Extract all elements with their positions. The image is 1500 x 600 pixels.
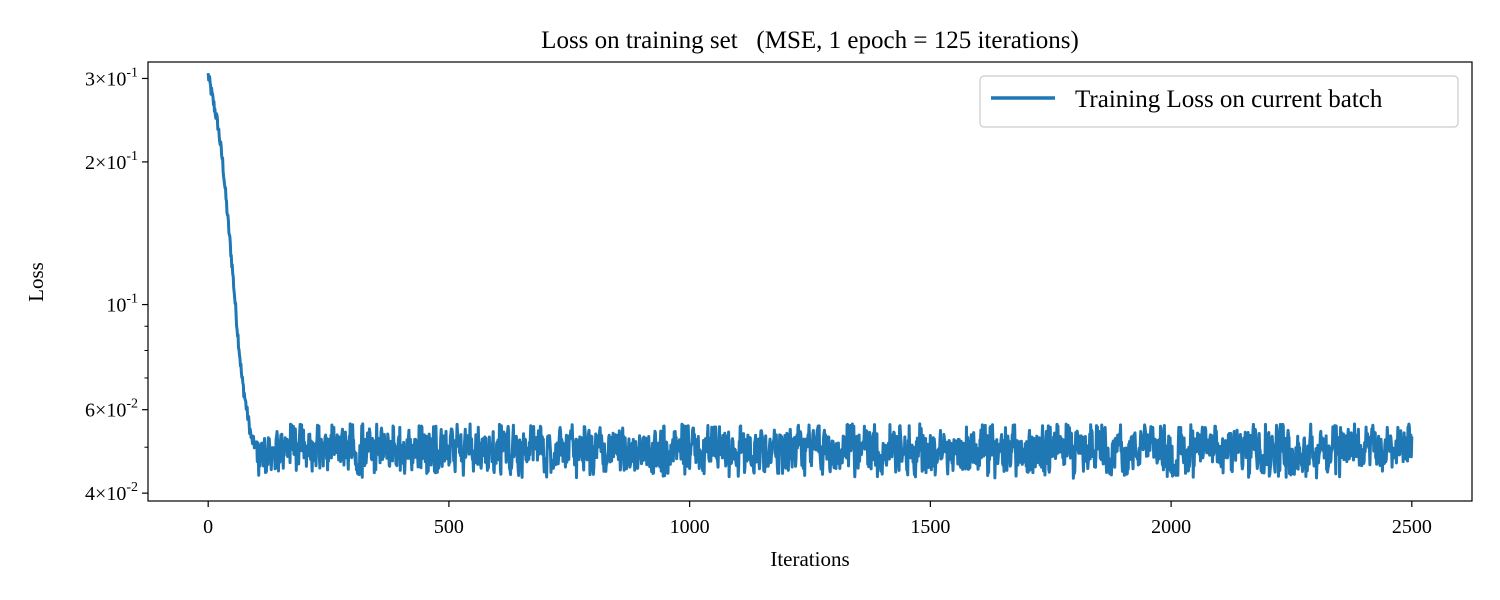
y-tick-label: 3×10-1 [85, 65, 138, 90]
x-tick-label: 0 [203, 516, 213, 538]
y-tick-label: 10-1 [106, 292, 138, 317]
x-tick-label: 1500 [910, 516, 950, 538]
plot-area [147, 61, 1473, 502]
legend-box [979, 75, 1459, 128]
x-tick-label: 2500 [1392, 516, 1432, 538]
y-tick-label: 2×10-1 [85, 149, 138, 174]
y-tick-label: 6×10-2 [85, 397, 138, 422]
x-tick-label: 2000 [1151, 516, 1191, 538]
plot-frame [147, 61, 1473, 502]
y-axis: 3×10-1 2×10-1 10-1 6×10-2 4×10-2 [85, 65, 148, 505]
x-tick-label: 1000 [670, 516, 710, 538]
x-axis-label: Iterations [770, 547, 849, 571]
legend: Training Loss on current batch [979, 75, 1459, 128]
legend-label: Training Loss on current batch [1075, 86, 1383, 113]
training-loss-series-line [206, 73, 1414, 480]
x-axis: 0 500 1000 1500 2000 2500 [203, 501, 1432, 538]
chart-title: Loss on training set (MSE, 1 epoch = 125… [541, 27, 1079, 54]
y-axis-label: Loss [24, 262, 48, 302]
x-tick-label: 500 [434, 516, 464, 538]
y-tick-label: 4×10-2 [85, 480, 138, 505]
